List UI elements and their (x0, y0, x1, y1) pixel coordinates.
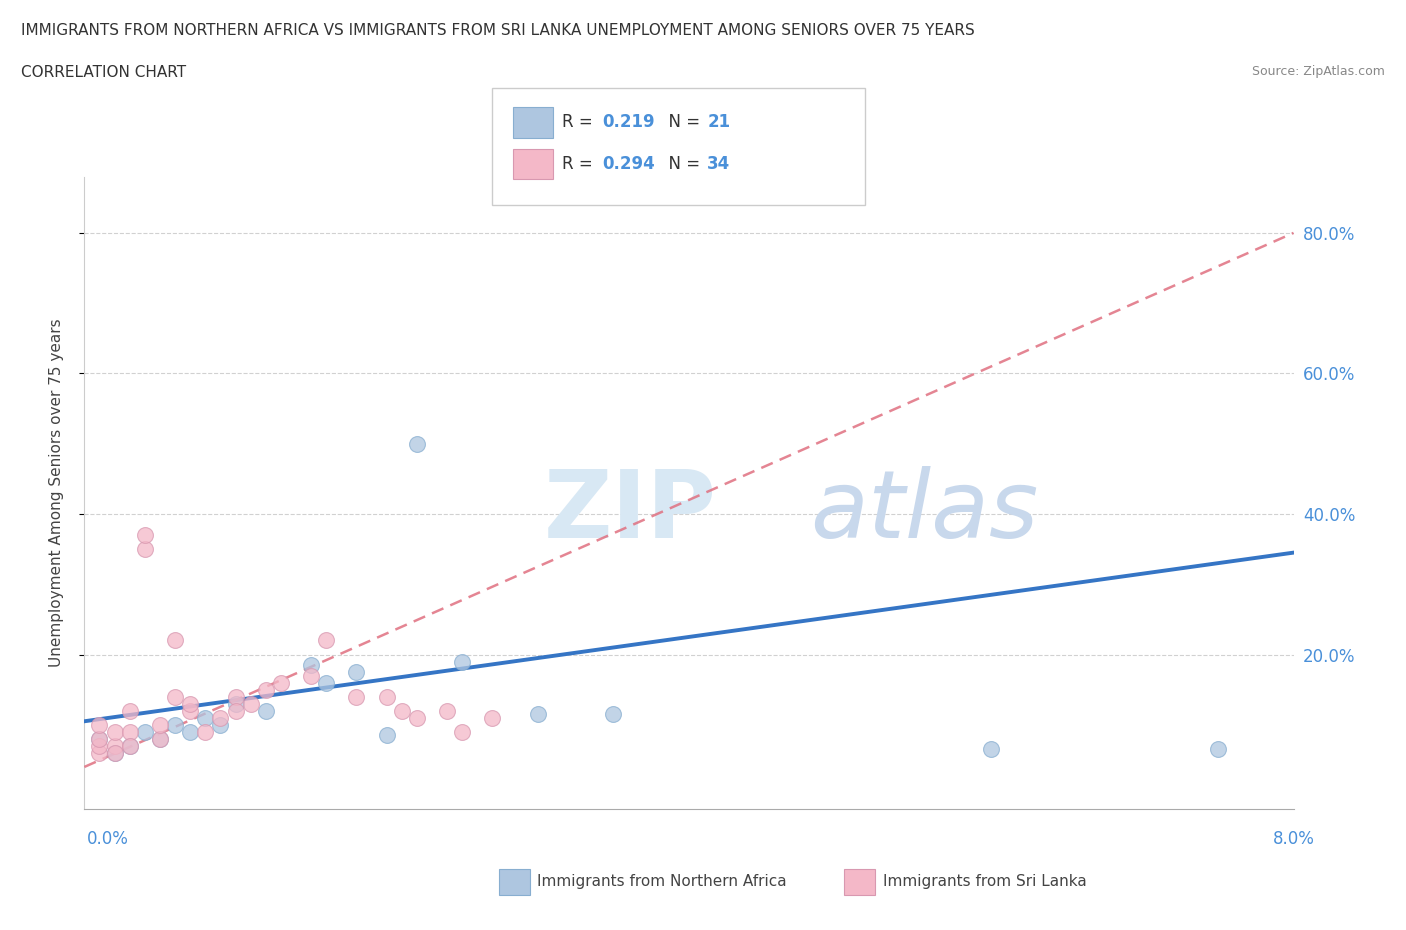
Point (209, 717, 232, 732)
Point (165, 689, 187, 704)
Point (165, 717, 187, 732)
Text: 0.294: 0.294 (602, 155, 655, 173)
Point (315, 633, 337, 648)
Point (89, 717, 111, 732)
Point (225, 703, 247, 718)
Point (179, 724, 201, 739)
Point (980, 742, 1002, 757)
Point (1206, 742, 1229, 757)
Point (118, 724, 141, 739)
Text: 8.0%: 8.0% (1272, 830, 1315, 848)
Text: N =: N = (658, 113, 706, 131)
Point (481, 711, 503, 725)
Point (225, 697, 247, 711)
Point (451, 724, 474, 739)
Point (89, 731, 111, 746)
Point (299, 668, 322, 683)
Point (104, 738, 127, 753)
Text: Source: ZipAtlas.com: Source: ZipAtlas.com (1251, 65, 1385, 78)
Point (165, 633, 187, 648)
Point (134, 724, 156, 739)
Point (179, 703, 201, 718)
Point (375, 689, 398, 704)
Text: N =: N = (658, 155, 706, 173)
Point (225, 689, 247, 704)
Point (149, 731, 172, 746)
Text: ZIP: ZIP (544, 466, 717, 558)
Text: Immigrants from Northern Africa: Immigrants from Northern Africa (537, 874, 787, 889)
Point (118, 703, 141, 718)
Point (104, 746, 127, 761)
Text: Immigrants from Sri Lanka: Immigrants from Sri Lanka (883, 874, 1087, 889)
Text: IMMIGRANTS FROM NORTHERN AFRICA VS IMMIGRANTS FROM SRI LANKA UNEMPLOYMENT AMONG : IMMIGRANTS FROM NORTHERN AFRICA VS IMMIG… (21, 23, 974, 38)
Point (239, 697, 262, 711)
Text: R =: R = (562, 113, 599, 131)
Text: CORRELATION CHART: CORRELATION CHART (21, 65, 186, 80)
Point (391, 703, 413, 718)
Point (406, 436, 429, 451)
Point (89, 738, 111, 753)
Point (346, 665, 368, 680)
Point (406, 711, 429, 725)
Point (194, 711, 217, 725)
Point (134, 527, 156, 542)
Point (194, 724, 217, 739)
Text: 0.0%: 0.0% (87, 830, 129, 848)
Point (451, 654, 474, 669)
Point (315, 675, 337, 690)
Text: R =: R = (562, 155, 599, 173)
Text: 21: 21 (707, 113, 730, 131)
Point (104, 746, 127, 761)
Point (527, 707, 550, 722)
Text: 34: 34 (707, 155, 731, 173)
Point (134, 541, 156, 556)
Point (179, 697, 201, 711)
Text: atlas: atlas (810, 466, 1038, 557)
Point (89, 746, 111, 761)
Point (118, 738, 141, 753)
Point (254, 703, 277, 718)
Point (375, 728, 398, 743)
Point (149, 731, 172, 746)
Point (602, 707, 624, 722)
Point (118, 738, 141, 753)
Point (149, 717, 172, 732)
Point (299, 658, 322, 672)
Point (254, 683, 277, 698)
Y-axis label: Unemployment Among Seniors over 75 years: Unemployment Among Seniors over 75 years (49, 319, 63, 667)
Text: 0.219: 0.219 (602, 113, 654, 131)
Point (346, 689, 368, 704)
Point (270, 675, 292, 690)
Point (436, 703, 458, 718)
Point (89, 731, 111, 746)
Point (209, 711, 232, 725)
Point (104, 724, 127, 739)
